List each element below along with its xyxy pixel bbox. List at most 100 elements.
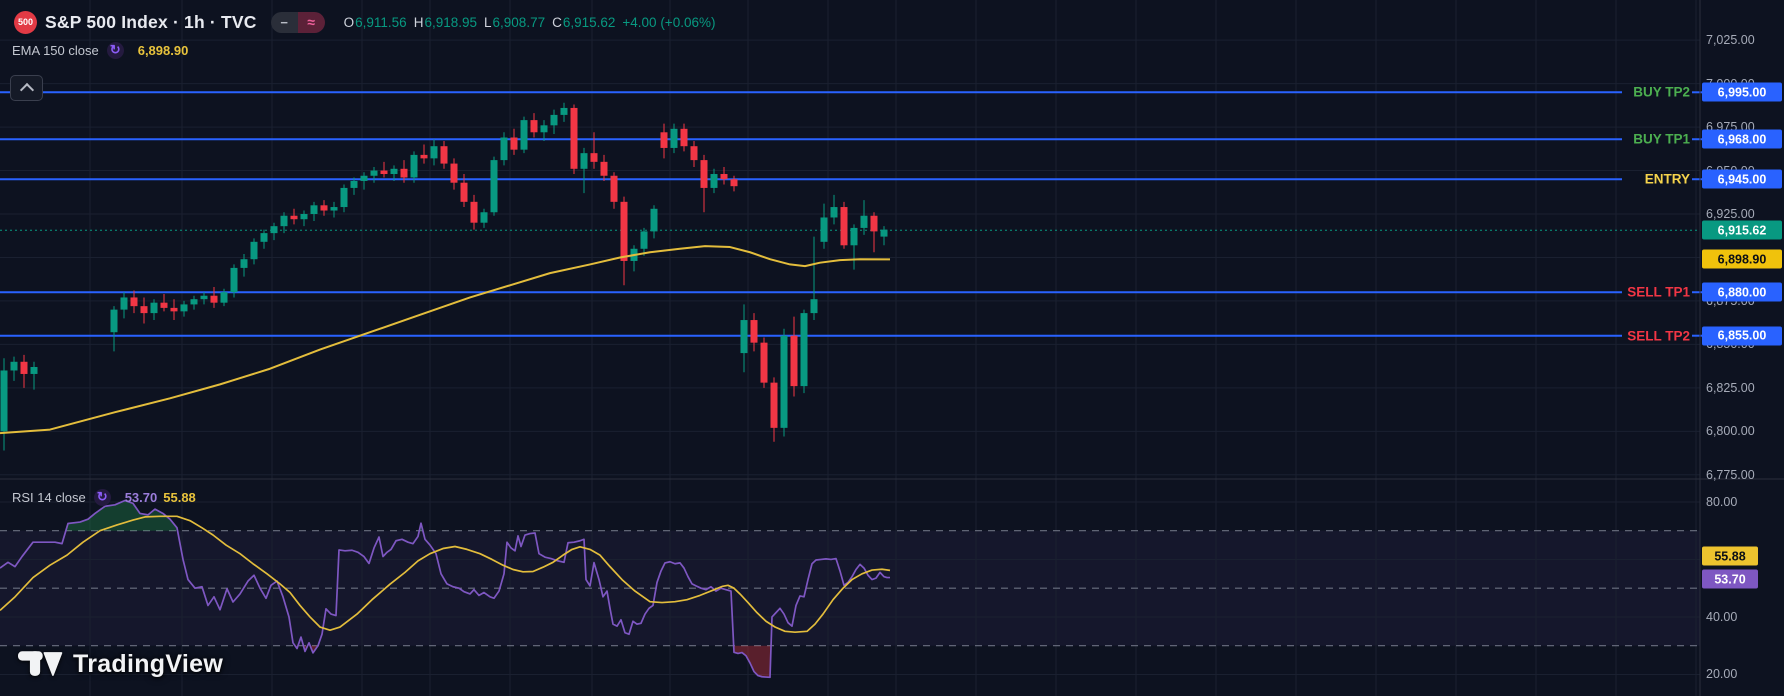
candle: [360, 175, 368, 181]
level-label[interactable]: ENTRY: [1644, 171, 1690, 187]
candle: [570, 107, 578, 169]
candle: [600, 161, 608, 176]
level-label[interactable]: BUY TP2: [1633, 84, 1690, 100]
candle: [620, 201, 628, 261]
candle: [850, 227, 858, 246]
candle: [300, 214, 308, 220]
level-label[interactable]: SELL TP1: [1627, 284, 1690, 300]
change-value: +4.00 (+0.06%): [622, 14, 716, 30]
axis-tick-label: 20.00: [1706, 667, 1738, 681]
rsi-legend-label: RSI 14 close: [12, 489, 86, 505]
level-price-badge[interactable]: 6,945.00: [1702, 169, 1782, 189]
candle: [610, 175, 618, 202]
ohlc-label: C: [552, 14, 562, 30]
candle: [660, 132, 668, 148]
candle: [230, 267, 238, 293]
candle: [510, 137, 518, 150]
rsi-value: 53.70: [124, 489, 158, 505]
candle: [690, 146, 698, 161]
candle: [30, 366, 38, 374]
candle: [550, 114, 558, 126]
level-label[interactable]: SELL TP2: [1627, 328, 1690, 344]
candle: [750, 320, 758, 343]
chevron-up-icon: [19, 82, 34, 97]
ema-value: 6,898.90: [137, 42, 189, 58]
ema-legend[interactable]: EMA 150 close ↻ 6,898.90: [12, 41, 188, 59]
rsi-ma-line: [0, 515, 891, 634]
level-price-badge[interactable]: 6,855.00: [1702, 326, 1782, 346]
candle: [790, 335, 798, 387]
candle: [150, 302, 158, 314]
rsi-ma-value: 55.88: [163, 489, 196, 505]
candle: [270, 226, 278, 234]
candle: [740, 320, 748, 354]
candle: [840, 207, 848, 246]
candle: [820, 217, 828, 242]
tradingview-watermark[interactable]: TradingView: [18, 649, 223, 679]
candle: [830, 207, 838, 218]
candle: [470, 201, 478, 223]
candle: [420, 154, 428, 159]
candle: [200, 295, 208, 300]
candle: [410, 154, 418, 178]
minus-icon[interactable]: −: [270, 11, 298, 33]
level-price-badge[interactable]: 6,968.00: [1702, 129, 1782, 149]
candle: [120, 297, 128, 310]
candle: [650, 208, 658, 232]
level-price-badge[interactable]: 6,880.00: [1702, 282, 1782, 302]
candle: [400, 168, 408, 178]
candle: [800, 313, 808, 387]
candle: [130, 297, 138, 307]
candle: [710, 174, 718, 188]
axis-tick-label: 80.00: [1706, 495, 1738, 509]
symbol-header: 500 S&P 500 Index · 1h · TVC − ≈ O 6,911.…: [14, 10, 715, 34]
chart-style-toggle[interactable]: − ≈: [270, 11, 325, 33]
ema-price-badge: 6,898.90: [1702, 249, 1782, 269]
candle: [520, 120, 528, 150]
candle: [380, 170, 388, 175]
candle: [240, 259, 248, 268]
ohlc-label: H: [413, 14, 424, 30]
candle: [720, 174, 728, 180]
candle: [560, 107, 568, 115]
sync-icon[interactable]: ↻: [93, 488, 111, 506]
candle: [330, 207, 338, 211]
ema-legend-label: EMA 150 close: [12, 42, 99, 58]
candle: [480, 212, 488, 223]
candle: [170, 307, 178, 312]
ohlc-value: 6,915.62: [562, 14, 616, 30]
level-label[interactable]: BUY TP1: [1633, 131, 1690, 147]
candle: [350, 180, 358, 188]
candle: [190, 299, 198, 305]
symbol-title[interactable]: S&P 500 Index · 1h · TVC: [45, 11, 257, 32]
candle: [180, 304, 188, 312]
candle: [370, 170, 378, 176]
sync-icon[interactable]: ↻: [106, 41, 124, 59]
candle: [580, 153, 588, 169]
candle: [290, 215, 298, 220]
ohlc-label: O: [343, 14, 355, 30]
candle: [700, 160, 708, 188]
level-price-badge[interactable]: 6,995.00: [1702, 82, 1782, 102]
candle: [870, 215, 878, 232]
candle: [250, 241, 258, 260]
candle: [390, 168, 398, 175]
axis-tick-label: 6,925.00: [1706, 207, 1755, 221]
rsi-ma-badge: 55.88: [1702, 546, 1758, 566]
candle: [540, 125, 548, 133]
candle: [160, 302, 168, 308]
tradingview-logo-icon: [18, 651, 63, 676]
candle: [0, 370, 8, 432]
candle: [280, 215, 288, 227]
candle: [670, 128, 678, 148]
candle: [810, 299, 818, 314]
collapse-pane-button[interactable]: [10, 75, 43, 101]
candle: [260, 233, 268, 242]
rsi-legend[interactable]: RSI 14 close ↻ 53.70 55.88: [12, 488, 196, 506]
ohlc-value: 6,911.56: [355, 14, 407, 30]
wave-icon[interactable]: ≈: [297, 11, 325, 33]
candle: [460, 182, 468, 202]
axis-tick-label: 6,775.00: [1706, 468, 1755, 482]
candles-layer: [0, 102, 888, 451]
